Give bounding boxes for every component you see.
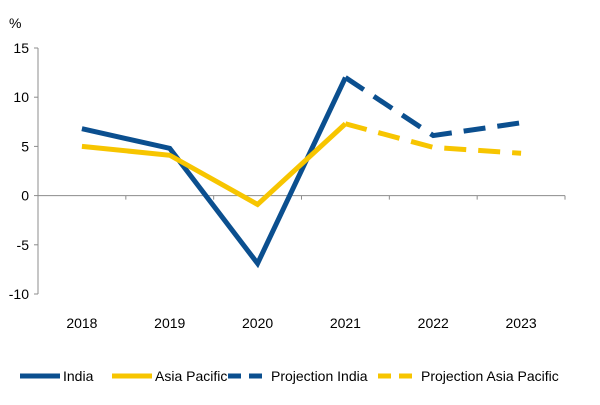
x-tick-label: 2023 [506, 315, 537, 331]
y-tick-label: 0 [21, 188, 29, 204]
x-tick-label: 2020 [242, 315, 273, 331]
x-tick-label: 2022 [418, 315, 449, 331]
y-tick-label: 10 [13, 89, 29, 105]
y-tick-label: 5 [21, 138, 29, 154]
series-line-projection-asia-pacific [344, 121, 522, 156]
legend-label-india: India [63, 368, 94, 384]
x-tick-label: 2018 [66, 315, 97, 331]
y-tick-label: -10 [9, 286, 29, 302]
y-axis-unit-label: % [9, 15, 21, 31]
y-tick-label: -5 [17, 237, 30, 253]
y-tick-label: 15 [13, 40, 29, 56]
legend-label-asia-pacific: Asia Pacific [155, 368, 227, 384]
x-tick-label: 2021 [330, 315, 361, 331]
x-tick-label: 2019 [154, 315, 185, 331]
series-line-projection-india [344, 75, 522, 139]
series-line-india [81, 76, 348, 269]
legend-label-projection-asia-pacific: Projection Asia Pacific [421, 368, 559, 384]
series-line-asia-pacific [81, 121, 348, 208]
legend-label-projection-india: Projection India [271, 368, 368, 384]
